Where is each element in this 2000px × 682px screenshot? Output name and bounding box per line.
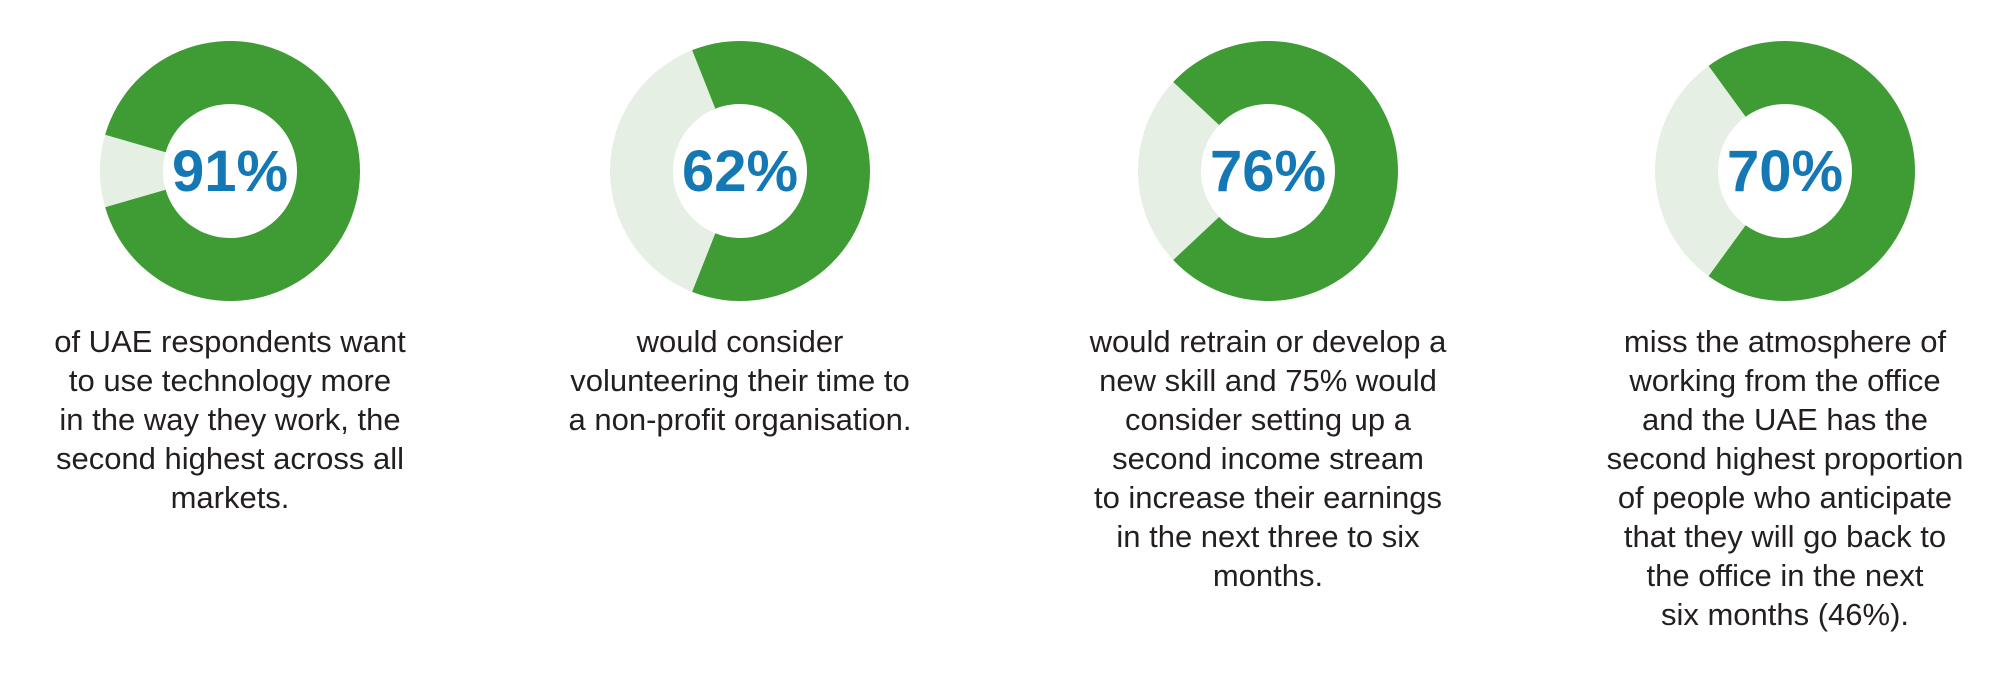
stat-item-2: 62% would consider volunteering their ti… bbox=[530, 0, 950, 682]
description-line: second income stream bbox=[1112, 441, 1424, 476]
description-line: the office in the next bbox=[1646, 558, 1924, 593]
description-line: of UAE respondents want bbox=[54, 324, 406, 359]
stat-description-1: of UAE respondents want to use technolog… bbox=[20, 322, 440, 517]
donut-filled-slice bbox=[105, 41, 360, 301]
donut-svg bbox=[1655, 41, 1915, 301]
donut-chart-3 bbox=[1138, 41, 1398, 301]
donut-remaining-slice bbox=[610, 50, 716, 292]
donut-svg bbox=[610, 41, 870, 301]
description-line: in the next three to six bbox=[1116, 519, 1420, 554]
donut-svg bbox=[1138, 41, 1398, 301]
description-line: volunteering their time to bbox=[570, 363, 910, 398]
description-line: that they will go back to bbox=[1623, 519, 1947, 554]
donut-remaining-slice bbox=[100, 134, 166, 208]
donut-remaining-slice bbox=[1655, 65, 1746, 277]
description-line: to use technology more bbox=[68, 363, 392, 398]
percent-value-1: 91% bbox=[171, 138, 289, 204]
description-line: working from the office bbox=[1629, 363, 1941, 398]
percent-value-4: 70% bbox=[1726, 138, 1844, 204]
description-line: consider setting up a bbox=[1124, 402, 1412, 437]
description-line: markets. bbox=[170, 480, 290, 515]
donut-filled-slice bbox=[1173, 41, 1398, 301]
description-line: second highest across all bbox=[55, 441, 405, 476]
description-line: second highest proportion bbox=[1606, 441, 1964, 476]
description-line: of people who anticipate bbox=[1617, 480, 1953, 515]
percent-value-2: 62% bbox=[681, 138, 799, 204]
description-line: six months (46%). bbox=[1660, 597, 1910, 632]
stat-item-4: 70% miss the atmosphere of working from … bbox=[1575, 0, 1995, 682]
description-line: and the UAE has the bbox=[1641, 402, 1929, 437]
donut-chart-1 bbox=[100, 41, 360, 301]
description-line: new skill and 75% would bbox=[1099, 363, 1437, 398]
description-line: a non-profit organisation. bbox=[568, 402, 912, 437]
percent-value-3: 76% bbox=[1209, 138, 1327, 204]
description-line: months. bbox=[1212, 558, 1324, 593]
stat-item-3: 76% would retrain or develop a new skill… bbox=[1058, 0, 1478, 682]
stat-description-4: miss the atmosphere of working from the … bbox=[1575, 322, 1995, 634]
stat-item-1: 91% of UAE respondents want to use techn… bbox=[20, 0, 440, 682]
description-line: in the way they work, the bbox=[59, 402, 401, 437]
donut-svg bbox=[100, 41, 360, 301]
description-line: miss the atmosphere of bbox=[1623, 324, 1947, 359]
donut-chart-4 bbox=[1655, 41, 1915, 301]
donut-chart-2 bbox=[610, 41, 870, 301]
donut-remaining-slice bbox=[1138, 82, 1220, 260]
description-line: would consider bbox=[636, 324, 844, 359]
donut-filled-slice bbox=[692, 41, 870, 301]
description-line: would retrain or develop a bbox=[1089, 324, 1447, 359]
description-line: to increase their earnings bbox=[1093, 480, 1443, 515]
stat-description-3: would retrain or develop a new skill and… bbox=[1058, 322, 1478, 595]
donut-filled-slice bbox=[1708, 41, 1915, 301]
stat-description-2: would consider volunteering their time t… bbox=[530, 322, 950, 439]
